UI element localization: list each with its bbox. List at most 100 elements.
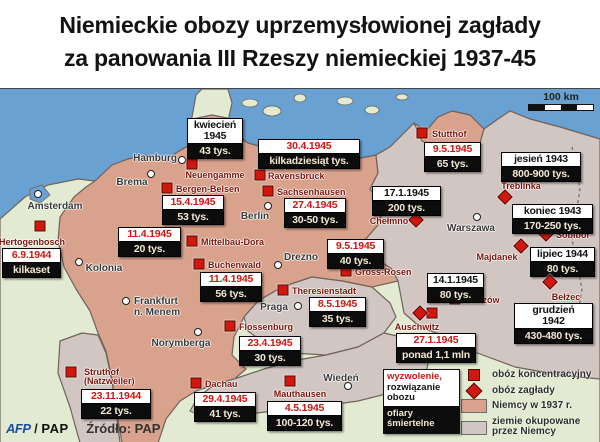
camp-victims-count: 200 tys. <box>372 200 441 216</box>
city-marker <box>274 261 282 269</box>
map-labels: Amsterdam Hamburg Brema Berlin Kolonia Frankf… <box>0 89 600 442</box>
camp-victims-count: 43 tys. <box>187 144 243 159</box>
camp-liquidation-date: koniec 1943 <box>512 204 593 219</box>
camp-marker-square <box>262 185 274 197</box>
attribution: AFP / PAP Źródło: PAP <box>6 421 160 436</box>
camp-info-box: 4.5.1945 100-120 tys. <box>267 401 342 431</box>
camp-liquidation-date: 17.1.1945 <box>372 186 441 201</box>
city-marker <box>473 213 481 221</box>
camp-info-box: 27.4.1945 30-50 tys. <box>284 198 346 228</box>
camp-liquidation-date: 6.9.1944 <box>2 248 61 263</box>
camp-liquidation-date: 29.4.1945 <box>194 392 256 407</box>
camp-marker-square <box>416 127 428 139</box>
camp-marker-diamond <box>542 274 558 290</box>
camp-marker-diamond <box>412 305 428 321</box>
camp-victims-count: 41 tys. <box>194 406 256 422</box>
camp-name: Gross-Rosen <box>355 267 412 277</box>
camp-name: Chełmno <box>369 216 409 226</box>
camp-info-box: 23.11.1944 22 tys. <box>81 389 151 419</box>
legend-diamond-icon <box>465 382 483 400</box>
legend-item-label: obóz koncentracyjny <box>492 369 592 380</box>
camp-name: Sobibór <box>556 230 590 240</box>
camp-info-box: 9.5.1945 40 tys. <box>327 239 384 269</box>
afp-logo: AFP <box>6 421 31 436</box>
camp-victims-count: ponad 1,1 mln <box>396 347 476 363</box>
camp-liquidation-date: 23.4.1945 <box>239 336 301 351</box>
camp-liquidation-date: 9.5.1945 <box>327 239 384 254</box>
camp-victims-count: 40 tys. <box>327 253 384 269</box>
legend-item-label: Niemcy w 1937 r. <box>492 400 573 411</box>
camp-victims-count: 80 tys. <box>530 261 595 277</box>
city-label: Brema <box>116 177 148 188</box>
camp-info-box: kwiecień 1945 43 tys. <box>187 118 243 159</box>
camp-info-box: 14.1.1945 80 tys. <box>427 273 484 303</box>
island <box>241 98 259 108</box>
camp-victims-count: 80 tys. <box>427 287 484 303</box>
camp-name: Dachau <box>205 379 238 389</box>
camp-marker-square <box>193 258 205 270</box>
camp-liquidation-date: 9.5.1945 <box>424 142 481 157</box>
camp-liquidation-date: 30.4.1945 <box>258 139 360 154</box>
legend-germany-swatch <box>461 399 487 413</box>
camp-info-box: 8.5.1945 35 tys. <box>309 297 366 327</box>
camp-victims-count: 53 tys. <box>162 209 224 225</box>
camp-liquidation-date: 8.5.1945 <box>309 297 366 312</box>
scale-bar <box>528 104 594 111</box>
camp-victims-count: 30 tys. <box>239 350 301 366</box>
camp-marker-square <box>284 375 296 387</box>
camp-name: Bełżec <box>551 292 581 302</box>
camp-victims-count: 100-120 tys. <box>267 415 342 431</box>
camp-marker-square <box>277 284 289 296</box>
camp-liquidation-date: 11.4.1945 <box>118 227 181 242</box>
camp-name: Neuengamme <box>185 170 245 180</box>
camp-name: (Natzweiler) <box>84 376 135 386</box>
legend-square-icon <box>468 369 480 381</box>
camp-info-box: 27.1.1945 ponad 1,1 mln <box>396 333 476 363</box>
camp-info-box: 11.4.1945 20 tys. <box>118 227 181 257</box>
pap-logo: PAP <box>41 421 69 436</box>
camp-victims-count: 35 tys. <box>309 311 366 327</box>
city-label: Wiedeń <box>323 373 359 384</box>
city-label: Berlin <box>240 211 270 222</box>
island <box>395 93 409 101</box>
city-label: Amsterdam <box>27 201 83 212</box>
legend-occupied-swatch <box>461 421 487 435</box>
camp-name: Mittelbau-Dora <box>201 237 264 247</box>
city-label: Drezno <box>284 252 318 263</box>
camp-liquidation-date: 27.4.1945 <box>284 198 346 213</box>
city-label: Warszawa <box>447 223 495 234</box>
legend-item-label: obóz zagłady <box>492 385 555 396</box>
camp-info-box: jesień 1943 800-900 tys. <box>501 152 581 182</box>
camp-name: Majdanek <box>476 252 518 262</box>
camp-victims-count: 22 tys. <box>81 403 151 419</box>
legend-victims-label: ofiary śmiertelne <box>383 405 460 434</box>
city-label: Norymberga <box>151 338 211 349</box>
city-marker <box>147 170 155 178</box>
camp-marker-square <box>254 169 266 181</box>
city-marker <box>294 302 302 310</box>
camp-name: Theresienstadt <box>292 286 357 296</box>
logo-separator: / <box>34 421 38 436</box>
city-marker <box>122 297 130 305</box>
scale-label: 100 km <box>543 91 579 103</box>
city-label: Hamburg <box>133 153 177 164</box>
camp-name: Ravensbruck <box>268 171 325 181</box>
city-marker <box>178 156 186 164</box>
camp-name: Auschwitz <box>394 322 440 332</box>
camp-info-box: grudzień 1942 430-480 tys. <box>514 303 593 344</box>
camp-marker-square <box>426 307 438 319</box>
page-title: Niemieckie obozy uprzemysłowionej zagład… <box>0 0 600 88</box>
camp-info-box: 29.4.1945 41 tys. <box>194 392 256 422</box>
camp-name: Stutthof <box>432 129 467 139</box>
camp-victims-count: 430-480 tys. <box>514 329 593 344</box>
camp-name: Struthof <box>84 367 119 377</box>
city-label: Frankfurt <box>134 296 178 307</box>
map: Amsterdam Hamburg Brema Berlin Kolonia Frankf… <box>0 88 600 442</box>
camp-victims-count: 20 tys. <box>118 241 181 257</box>
island <box>364 105 380 115</box>
camp-info-box: 11.4.1945 56 tys. <box>200 272 262 302</box>
camp-marker-square <box>161 182 173 194</box>
camp-liquidation-date: lipiec 1944 <box>530 247 595 262</box>
camp-info-box: 23.4.1945 30 tys. <box>239 336 301 366</box>
